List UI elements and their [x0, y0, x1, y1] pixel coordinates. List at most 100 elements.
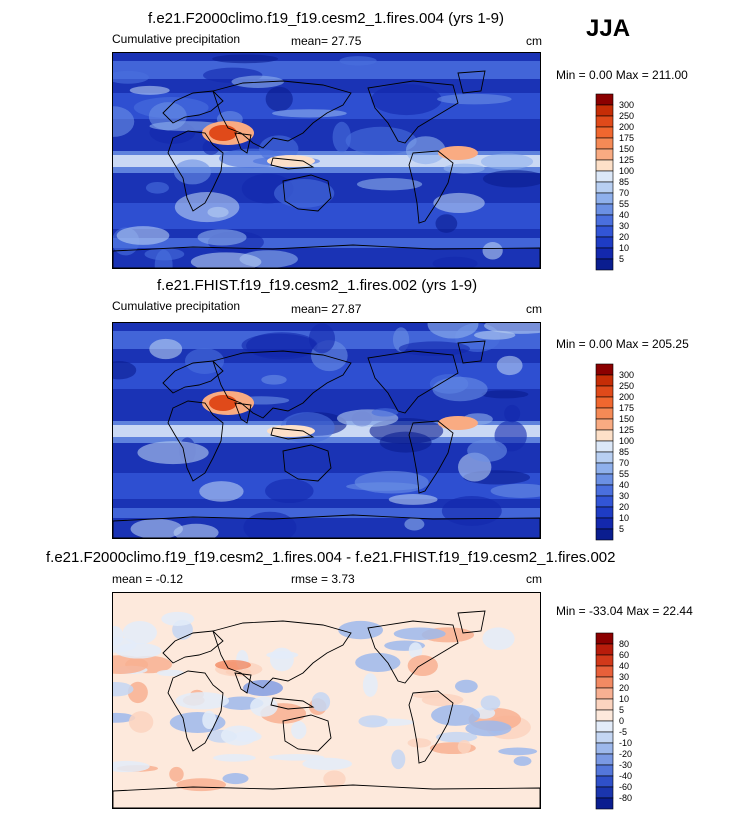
panel3-rmse: rmse = 3.73	[291, 572, 355, 586]
colorbar-swatch	[595, 418, 614, 431]
colorbar-level-label: 5	[619, 524, 624, 534]
colorbar-swatch	[595, 528, 614, 541]
panel2-title: f.e21.FHIST.f19_f19.cesm2_1.fires.002 (y…	[157, 277, 478, 294]
season-label: JJA	[586, 15, 631, 42]
colorbar-level-label: 40	[619, 210, 629, 220]
colorbar-level-label: 150	[619, 414, 634, 424]
colorbar-swatch	[595, 643, 614, 656]
colorbar-level-label: 250	[619, 381, 634, 391]
colorbar-level-label: -60	[619, 782, 632, 792]
colorbar-level-label: 100	[619, 166, 634, 176]
colorbar-level-label: 175	[619, 133, 634, 143]
colorbar-swatch	[595, 429, 614, 442]
colorbar-level-label: 80	[619, 639, 629, 649]
panel3-map	[112, 592, 541, 809]
colorbar-swatch	[595, 517, 614, 530]
colorbar-swatch	[595, 159, 614, 172]
colorbar-level-label: 0	[619, 716, 624, 726]
colorbar-swatch	[595, 676, 614, 689]
panel2-mean: mean= 27.87	[291, 302, 362, 316]
colorbar-level-label: 10	[619, 513, 629, 523]
colorbar-level-label: 100	[619, 436, 634, 446]
colorbar-level-label: 200	[619, 392, 634, 402]
colorbar-swatch	[595, 126, 614, 139]
panel2-minmax: Min = 0.00 Max = 205.25	[556, 337, 689, 351]
colorbar-swatch	[595, 731, 614, 744]
colorbar-level-label: 85	[619, 177, 629, 187]
panel2-variable-label: Cumulative precipitation	[112, 299, 241, 313]
panel2-units: cm	[526, 302, 542, 316]
colorbar-swatch	[595, 753, 614, 766]
colorbar-level-label: -80	[619, 793, 632, 803]
colorbar-level-label: 20	[619, 502, 629, 512]
colorbar-swatch	[595, 654, 614, 667]
colorbar-level-label: 175	[619, 403, 634, 413]
colorbar-level-label: 30	[619, 491, 629, 501]
colorbar-swatch	[595, 764, 614, 777]
colorbar-level-label: 55	[619, 199, 629, 209]
colorbar-level-label: 300	[619, 100, 634, 110]
colorbar-swatch	[595, 462, 614, 475]
colorbar-swatch	[595, 236, 614, 249]
panel3-minmax: Min = -33.04 Max = 22.44	[556, 604, 693, 618]
colorbar-swatch	[595, 632, 614, 645]
colorbar-swatch	[595, 374, 614, 387]
colorbar-swatch	[595, 137, 614, 150]
colorbar-swatch	[595, 440, 614, 453]
colorbar-swatch	[595, 148, 614, 161]
colorbar-swatch	[595, 192, 614, 205]
colorbar-level-label: 10	[619, 694, 629, 704]
colorbar-swatch	[595, 225, 614, 238]
panel3-units: cm	[526, 572, 542, 586]
colorbar-swatch	[595, 170, 614, 183]
colorbar-swatch	[595, 247, 614, 260]
colorbar-level-label: -30	[619, 760, 632, 770]
colorbar-swatch	[595, 473, 614, 486]
colorbar-swatch	[595, 775, 614, 788]
panel2-colorbar: 300 250 200 175 150 125 100 85 70 55 40 30 20 10 5	[595, 363, 656, 541]
colorbar-level-label: 30	[619, 672, 629, 682]
colorbar-level-label: 70	[619, 458, 629, 468]
colorbar-level-label: -10	[619, 738, 632, 748]
colorbar-level-label: 85	[619, 447, 629, 457]
panel1-variable-label: Cumulative precipitation	[112, 32, 241, 46]
colorbar-level-label: -40	[619, 771, 632, 781]
colorbar-level-label: 55	[619, 469, 629, 479]
colorbar-level-label: 150	[619, 144, 634, 154]
colorbar-level-label: 5	[619, 705, 624, 715]
colorbar-level-label: 125	[619, 425, 634, 435]
colorbar-swatch	[595, 698, 614, 711]
colorbar-level-label: 40	[619, 480, 629, 490]
panel3-title: f.e21.F2000climo.f19_f19.cesm2_1.fires.0…	[46, 549, 616, 566]
colorbar-level-label: 200	[619, 122, 634, 132]
colorbar-swatch	[595, 214, 614, 227]
colorbar-swatch	[595, 385, 614, 398]
panel1-colorbar: 300 250 200 175 150 125 100 85 70 55 40 30 20 10 5	[595, 93, 656, 271]
colorbar-swatch	[595, 203, 614, 216]
colorbar-level-label: 250	[619, 111, 634, 121]
colorbar-level-label: 60	[619, 650, 629, 660]
colorbar-swatch	[595, 258, 614, 271]
colorbar-swatch	[595, 396, 614, 409]
colorbar-swatch	[595, 104, 614, 117]
colorbar-level-label: -20	[619, 749, 632, 759]
colorbar-swatch	[595, 709, 614, 722]
colorbar-level-label: 5	[619, 254, 624, 264]
colorbar-level-label: 70	[619, 188, 629, 198]
panel3-colorbar: 80 60 40 30 20 10 5 0 -5 -10 -20 -30 -40 -60 -80	[595, 632, 656, 810]
colorbar-swatch	[595, 451, 614, 464]
colorbar-swatch	[595, 407, 614, 420]
colorbar-swatch	[595, 181, 614, 194]
colorbar-level-label: 125	[619, 155, 634, 165]
colorbar-swatch	[595, 484, 614, 497]
colorbar-swatch	[595, 786, 614, 799]
colorbar-swatch	[595, 742, 614, 755]
colorbar-level-label: 20	[619, 683, 629, 693]
colorbar-level-label: 30	[619, 221, 629, 231]
colorbar-swatch	[595, 720, 614, 733]
colorbar-swatch	[595, 506, 614, 519]
colorbar-level-label: 20	[619, 232, 629, 242]
colorbar-swatch	[595, 687, 614, 700]
panel1-title: f.e21.F2000climo.f19_f19.cesm2_1.fires.0…	[148, 10, 505, 27]
panel1-units: cm	[526, 34, 542, 48]
